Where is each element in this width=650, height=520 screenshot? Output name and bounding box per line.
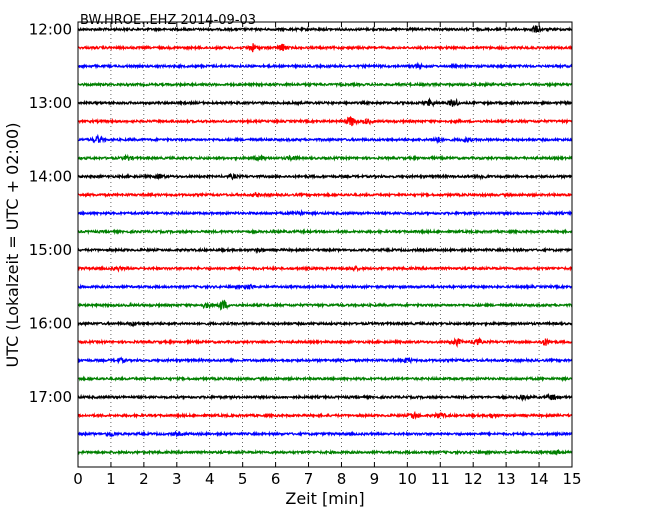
trace-1715 [77, 410, 573, 420]
trace-1545 [77, 299, 573, 311]
x-tick-label-7: 7 [304, 470, 314, 488]
y-tick-label-2: 14:00 [29, 167, 72, 185]
x-tick-label-5: 5 [238, 470, 248, 488]
x-tick-label-9: 9 [370, 470, 380, 488]
x-tick-label-15: 15 [562, 470, 581, 488]
trace-1245 [77, 81, 573, 89]
y-tick-label-0: 12:00 [29, 20, 72, 38]
x-tick-label-13: 13 [497, 470, 516, 488]
x-tick-label-11: 11 [431, 470, 450, 488]
trace-1315 [77, 115, 573, 127]
trace-1700 [77, 392, 573, 402]
trace-1645 [77, 375, 573, 383]
x-axis-label: Zeit [min] [285, 489, 364, 508]
plot-frame [77, 21, 573, 468]
trace-1330 [77, 133, 573, 145]
y-tick-label-4: 16:00 [29, 315, 72, 333]
y-tick-label-1: 13:00 [29, 94, 72, 112]
chart-title: BW.HROE..EHZ 2014-09-03 [80, 13, 256, 28]
trace-1300 [77, 97, 573, 108]
y-axis-ticks: 12:00 13:00 14:00 15:00 16:00 17:00 [29, 20, 572, 406]
trace-1415 [77, 191, 573, 199]
trace-1430 [77, 208, 573, 217]
x-axis-ticks: 0 1 2 3 4 5 6 7 8 9 10 11 12 13 14 15 [73, 22, 582, 488]
x-tick-label-14: 14 [530, 470, 549, 488]
x-tick-label-1: 1 [106, 470, 116, 488]
trace-1515 [77, 264, 573, 273]
trace-1745 [77, 448, 573, 456]
trace-1730 [77, 430, 573, 438]
y-axis-label: UTC (Lokalzeit = UTC + 02:00) [3, 123, 22, 368]
trace-1200 [77, 24, 573, 33]
trace-1630 [77, 356, 573, 365]
trace-1615 [77, 336, 573, 348]
x-tick-label-4: 4 [205, 470, 215, 488]
trace-1400 [77, 172, 573, 181]
x-tick-label-2: 2 [139, 470, 149, 488]
x-tick-label-6: 6 [271, 470, 281, 488]
x-tick-label-3: 3 [172, 470, 182, 488]
trace-1600 [77, 320, 573, 328]
trace-1345 [77, 153, 573, 163]
x-tick-label-8: 8 [337, 470, 347, 488]
x-tick-label-0: 0 [73, 470, 83, 488]
seismogram-traces [77, 24, 573, 456]
y-tick-label-5: 17:00 [29, 388, 72, 406]
trace-1230 [77, 61, 573, 71]
vertical-gridlines [110, 22, 540, 467]
trace-1215 [77, 43, 573, 53]
trace-1445 [77, 228, 573, 236]
y-tick-label-3: 15:00 [29, 241, 72, 259]
x-tick-label-12: 12 [464, 470, 483, 488]
trace-1500 [77, 246, 573, 255]
trace-1530 [77, 283, 573, 291]
x-tick-label-10: 10 [398, 470, 417, 488]
